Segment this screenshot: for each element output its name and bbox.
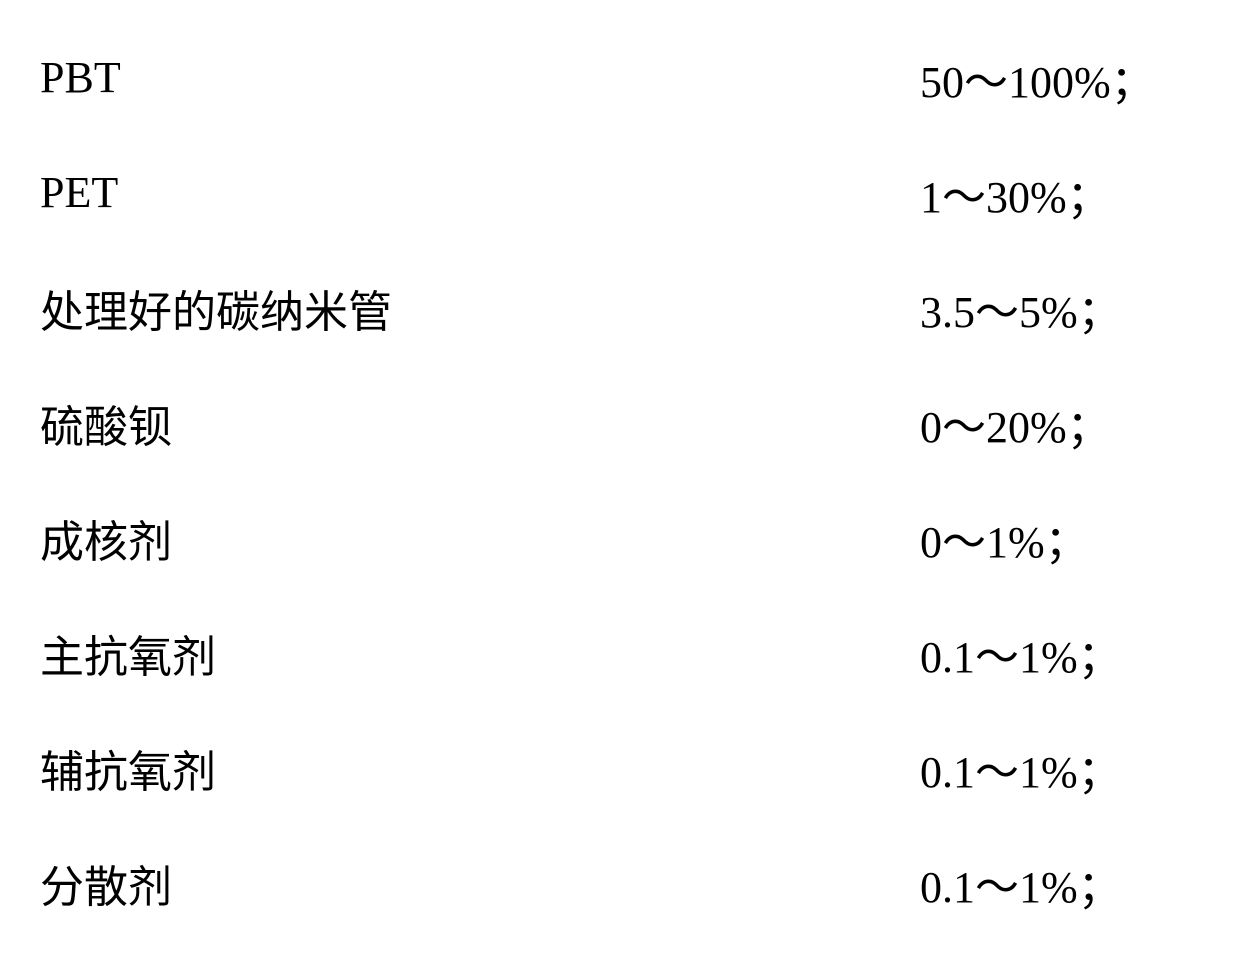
table-row: 主抗氧剂 0.1～1%； xyxy=(40,595,1200,710)
table-row: 分散剂 0.1～1%； xyxy=(40,825,1200,940)
table-row: 处理好的碳纳米管 3.5～5%； xyxy=(40,250,1200,365)
component-label: 硫酸钡 xyxy=(40,391,172,455)
component-label: 处理好的碳纳米管 xyxy=(40,276,392,340)
percentage-value: 1～30%； xyxy=(920,161,1200,225)
component-label: 主抗氧剂 xyxy=(40,621,216,685)
percentage-value: 0.1～1%； xyxy=(920,851,1200,915)
component-label: 辅抗氧剂 xyxy=(40,736,216,800)
component-label: 成核剂 xyxy=(40,506,172,570)
component-label: 分散剂 xyxy=(40,851,172,915)
percentage-value: 0.1～1%； xyxy=(920,736,1200,800)
table-row: 辅抗氧剂 0.1～1%； xyxy=(40,710,1200,825)
percentage-value: 50～100%； xyxy=(920,46,1200,110)
table-row: 硫酸钡 0～20%； xyxy=(40,365,1200,480)
component-label: PBT xyxy=(40,52,121,103)
component-label: PET xyxy=(40,167,118,218)
percentage-value: 3.5～5%； xyxy=(920,276,1200,340)
percentage-value: 0～1%； xyxy=(920,506,1200,570)
table-row: PET 1～30%； xyxy=(40,135,1200,250)
percentage-value: 0～20%； xyxy=(920,391,1200,455)
percentage-value: 0.1～1%； xyxy=(920,621,1200,685)
composition-table: PBT 50～100%； PET 1～30%； 处理好的碳纳米管 3.5～5%；… xyxy=(40,20,1200,935)
table-row: 成核剂 0～1%； xyxy=(40,480,1200,595)
table-row: PBT 50～100%； xyxy=(40,20,1200,135)
